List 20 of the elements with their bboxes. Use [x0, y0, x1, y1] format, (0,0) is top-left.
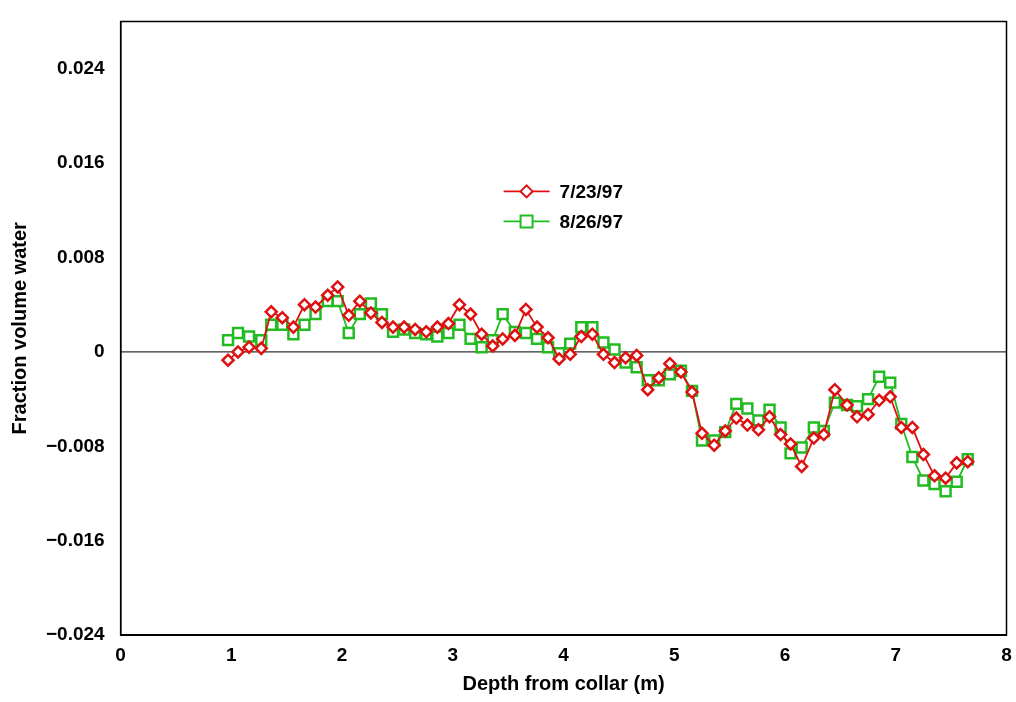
x-tick-label: 8: [1001, 643, 1012, 665]
y-tick-label: −0.016: [45, 529, 105, 550]
y-tick-label: 0.016: [57, 151, 105, 173]
x-tick-label: 5: [669, 643, 681, 665]
legend-label: 7/23/97: [559, 180, 623, 202]
x-tick-label: 1: [226, 643, 238, 665]
x-tick-label: 0: [115, 643, 126, 665]
x-tick-label: 2: [336, 643, 348, 665]
x-tick-label: 4: [558, 643, 570, 665]
y-tick-label: −0.008: [45, 434, 105, 456]
x-tick-label: 7: [890, 643, 902, 665]
x-tick-label: 3: [447, 643, 459, 665]
y-tick-label: 0.008: [57, 245, 105, 267]
y-axis-title: Fraction volume water: [7, 221, 30, 435]
x-tick-label: 6: [779, 643, 791, 665]
y-tick-label: 0: [94, 340, 105, 362]
y-tick-label: −0.024: [45, 623, 106, 645]
x-axis-title: Depth from collar (m): [462, 671, 665, 694]
legend-label: 8/26/97: [559, 210, 623, 232]
y-tick-label: 0.024: [57, 56, 106, 78]
